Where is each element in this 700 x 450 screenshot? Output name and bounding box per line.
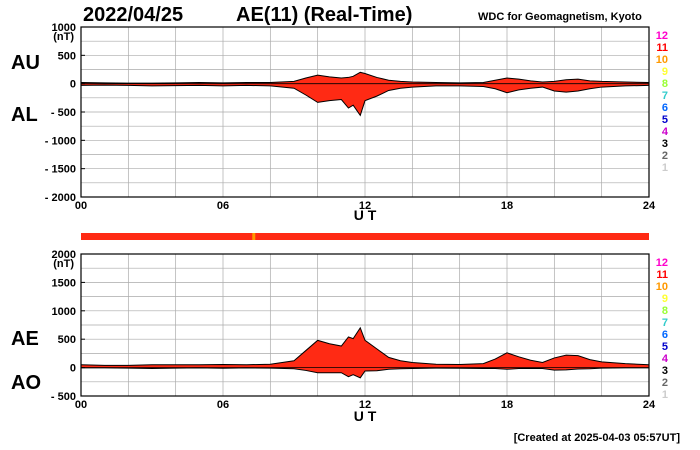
- y-tick-label: 0: [70, 363, 76, 375]
- x-axis-label: U T: [354, 207, 377, 223]
- legend-entry: 10: [656, 281, 668, 293]
- institution-label: WDC for Geomagnetism, Kyoto: [478, 11, 642, 23]
- y-tick-label: - 1000: [45, 135, 76, 147]
- x-tick-label: 24: [643, 399, 656, 411]
- y-axis-unit: (nT): [53, 258, 74, 270]
- created-timestamp: [Created at 2025-04-03 05:57UT]: [513, 432, 680, 444]
- legend-entry: 6: [662, 102, 668, 114]
- legend-entry: 10: [656, 54, 668, 66]
- legend-entry: 8: [662, 78, 668, 90]
- legend-entry: 7: [662, 90, 668, 102]
- x-tick-label: 24: [643, 200, 656, 212]
- legend-entry: 9: [662, 293, 668, 305]
- legend-entry: 8: [662, 305, 668, 317]
- legend-entry: 1: [662, 162, 668, 174]
- x-tick-label: 00: [75, 200, 87, 212]
- y-tick-label: 1000: [52, 22, 76, 34]
- legend-entry: 3: [662, 138, 668, 150]
- y-tick-label: 1000: [52, 306, 76, 318]
- legend-entry: 7: [662, 317, 668, 329]
- legend-entry: 9: [662, 66, 668, 78]
- legend-entry: 5: [662, 114, 668, 126]
- al-label: AL: [11, 104, 38, 126]
- x-tick-label: 00: [75, 399, 87, 411]
- x-tick-label: 12: [359, 200, 371, 212]
- legend-entry: 2: [662, 377, 668, 389]
- legend-entry: 12: [656, 30, 668, 42]
- y-tick-label: 500: [58, 334, 76, 346]
- y-tick-label: - 500: [51, 391, 76, 403]
- legend-entry: 12: [656, 257, 668, 269]
- series-line-ao: [81, 367, 649, 379]
- station-status-bar: [81, 233, 649, 240]
- x-axis-label: U T: [354, 408, 377, 424]
- y-tick-label: - 500: [51, 107, 76, 119]
- date-label: 2022/04/25: [83, 4, 184, 26]
- series-line-ae: [80, 326, 650, 366]
- plot-frame: [80, 253, 650, 397]
- legend-entry: 11: [656, 269, 668, 281]
- x-tick-label: 06: [217, 200, 229, 212]
- y-tick-label: 2000: [52, 249, 76, 261]
- x-tick-label: 18: [501, 399, 513, 411]
- legend-entry: 3: [662, 365, 668, 377]
- y-tick-label: 1500: [52, 277, 76, 289]
- x-tick-label: 06: [217, 399, 229, 411]
- legend-entry: 1: [662, 389, 668, 401]
- legend-entry: 4: [662, 126, 669, 138]
- y-tick-label: 500: [58, 50, 76, 62]
- chart-title: AE(11) (Real-Time): [236, 4, 413, 26]
- legend-entry: 2: [662, 150, 668, 162]
- x-tick-label: 12: [359, 399, 371, 411]
- legend-entry: 11: [656, 42, 668, 54]
- legend-entry: 5: [662, 341, 668, 353]
- y-tick-label: - 2000: [45, 192, 76, 204]
- legend-entry: 6: [662, 329, 668, 341]
- au-label: AU: [11, 52, 40, 74]
- ao-label: AO: [11, 372, 41, 394]
- y-axis-unit: (nT): [53, 31, 74, 43]
- legend-entry: 4: [662, 353, 669, 365]
- x-tick-label: 18: [501, 200, 513, 212]
- y-tick-label: 0: [70, 79, 76, 91]
- station-status-marker: [252, 233, 256, 240]
- series-line-au: [80, 71, 650, 84]
- series-area-fill: [81, 327, 649, 378]
- y-tick-label: - 1500: [45, 164, 76, 176]
- ae-label: AE: [11, 328, 39, 350]
- series-line-al: [80, 84, 650, 117]
